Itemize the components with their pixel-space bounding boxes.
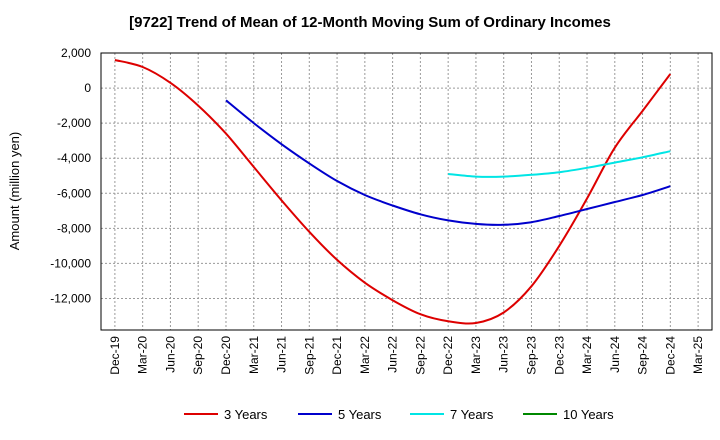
series-line-5-years xyxy=(225,99,671,226)
x-tick-label: Sep-21 xyxy=(302,336,316,375)
x-tick-label: Sep-22 xyxy=(413,336,427,375)
y-tick-labels: 2,000 0 -2,000 -4,000 -6,000 -8,000 -10,000 -12… xyxy=(50,46,91,305)
y-tick-label: -4,000 xyxy=(57,151,91,165)
x-tick-label: Sep-24 xyxy=(636,336,650,375)
x-tick-label: Dec-19 xyxy=(108,336,122,375)
y-tick-label: -10,000 xyxy=(50,256,91,270)
series-layer xyxy=(114,59,672,325)
x-tick-label: Mar-22 xyxy=(358,336,372,374)
series-line-3-years xyxy=(114,59,672,325)
x-tick-label: Jun-20 xyxy=(163,336,177,373)
chart-title: [9722] Trend of Mean of 12-Month Moving … xyxy=(129,14,611,31)
x-tick-label: Jun-21 xyxy=(275,336,289,373)
y-tick-label: -12,000 xyxy=(50,291,91,305)
plot-background xyxy=(101,53,712,330)
y-axis-label: Amount (million yen) xyxy=(7,132,22,251)
x-tick-label: Jun-24 xyxy=(608,336,622,373)
x-tick-label: Dec-23 xyxy=(552,336,566,375)
x-tick-label: Mar-21 xyxy=(247,336,261,374)
x-tick-label: Sep-20 xyxy=(191,336,205,375)
x-tick-label: Mar-23 xyxy=(469,336,483,374)
x-tick-label: Mar-20 xyxy=(136,336,150,374)
y-tick-label: -6,000 xyxy=(57,186,91,200)
y-tick-label: -2,000 xyxy=(57,116,91,130)
y-tick-label: -8,000 xyxy=(57,221,91,235)
x-tick-labels: Dec-19 Mar-20 Jun-20 Sep-20 Dec-20 Mar-21 Jun-… xyxy=(108,336,705,375)
legend-label: 5 Years xyxy=(338,407,382,422)
y-tick-label: 0 xyxy=(84,81,91,95)
x-tick-label: Jun-22 xyxy=(386,336,400,373)
x-tick-label: Mar-25 xyxy=(691,336,705,374)
x-tick-label: Sep-23 xyxy=(524,336,538,375)
x-tick-label: Dec-24 xyxy=(663,336,677,375)
legend-label: 3 Years xyxy=(224,407,268,422)
x-tick-label: Dec-22 xyxy=(441,336,455,375)
x-tick-label: Dec-20 xyxy=(219,336,233,375)
legend-label: 10 Years xyxy=(563,407,614,422)
series-line-7-years xyxy=(448,150,671,178)
x-tick-label: Jun-23 xyxy=(497,336,511,373)
plot-frame xyxy=(100,52,713,331)
y-tick-label: 2,000 xyxy=(61,46,91,60)
x-tick-label: Dec-21 xyxy=(330,336,344,375)
legend-label: 7 Years xyxy=(450,407,494,422)
legend: 3 Years 5 Years 7 Years 10 Years xyxy=(184,407,614,422)
x-tick-label: Mar-24 xyxy=(580,336,594,374)
